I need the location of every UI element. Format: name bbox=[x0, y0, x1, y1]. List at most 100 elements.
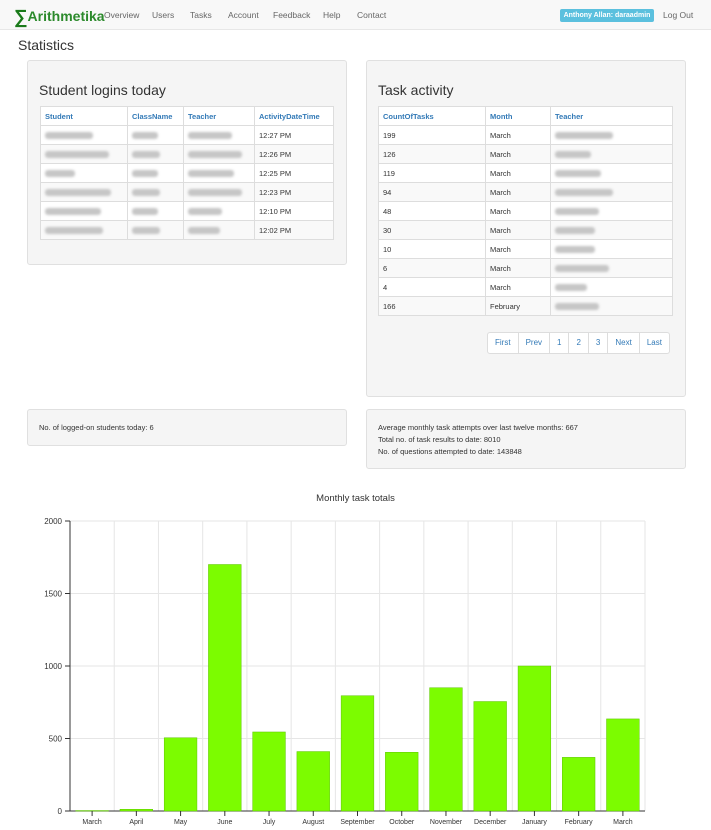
redacted-teacher-name bbox=[555, 170, 601, 178]
redacted-class-name bbox=[132, 227, 160, 235]
task-month: March bbox=[485, 277, 551, 297]
pager-first-button[interactable]: First bbox=[488, 333, 519, 353]
bar-june bbox=[208, 564, 242, 812]
x-tick-label: June bbox=[217, 819, 232, 826]
redacted-class-name bbox=[132, 208, 158, 216]
table-row: 10 March bbox=[378, 239, 673, 259]
activity-time: 12:23 PM bbox=[254, 182, 334, 202]
redacted-teacher-name bbox=[555, 284, 587, 292]
nav-link-users[interactable]: Users bbox=[152, 10, 175, 20]
pager-last-button[interactable]: Last bbox=[646, 338, 662, 347]
y-tick-label: 2000 bbox=[44, 517, 62, 526]
bar-january bbox=[517, 665, 552, 812]
x-tick-label: March bbox=[613, 819, 633, 826]
table-row: 48 March bbox=[378, 201, 673, 221]
activity-time: 12:26 PM bbox=[254, 144, 334, 164]
redacted-teacher-name bbox=[555, 189, 613, 197]
task-count: 30 bbox=[378, 220, 486, 240]
task-activity-table: CountOfTasks Month Teacher 199 March 126 M… bbox=[378, 106, 673, 316]
bar-may bbox=[163, 737, 198, 812]
logout-link[interactable]: Log Out bbox=[663, 10, 694, 20]
activity-time: 12:25 PM bbox=[254, 163, 334, 183]
pager-prev-button[interactable]: Prev bbox=[519, 333, 551, 353]
pager-next-button[interactable]: Next bbox=[608, 333, 640, 353]
bar-march bbox=[75, 810, 109, 812]
x-tick-label: April bbox=[129, 819, 143, 826]
brand-logo[interactable]: ∑Arithmetika bbox=[14, 5, 105, 28]
nav-link-feedback[interactable]: Feedback bbox=[273, 10, 311, 20]
task-month: March bbox=[485, 220, 551, 240]
redacted-student-name bbox=[45, 189, 111, 197]
column-header-teacher[interactable]: Teacher bbox=[550, 106, 673, 126]
task-month: March bbox=[485, 163, 551, 183]
table-row: 126 March bbox=[378, 144, 673, 164]
student-logins-table: Student ClassName Teacher ActivityDateTi… bbox=[40, 106, 334, 240]
redacted-teacher-name bbox=[188, 208, 222, 216]
redacted-teacher-name bbox=[555, 132, 613, 140]
brand-name: Arithmetika bbox=[27, 8, 105, 24]
task-month: February bbox=[485, 296, 551, 316]
column-header-classname[interactable]: ClassName bbox=[127, 106, 184, 126]
column-header-month[interactable]: Month bbox=[485, 106, 551, 126]
redacted-class-name bbox=[132, 170, 158, 178]
task-count: 119 bbox=[378, 163, 486, 183]
task-summary-panel: Average monthly task attempts over last … bbox=[366, 409, 686, 469]
pager-page-1-button[interactable]: 1 bbox=[550, 333, 570, 353]
redacted-class-name bbox=[132, 151, 160, 159]
redacted-teacher-name bbox=[188, 189, 242, 197]
redacted-student-name bbox=[45, 227, 103, 235]
monthly-task-totals-chart: 0 500 1000 1500 2000 March April May June July Aug… bbox=[44, 517, 646, 826]
table-row: 94 March bbox=[378, 182, 673, 202]
table-header-row: Student ClassName Teacher ActivityDateTi… bbox=[40, 106, 334, 126]
column-header-student[interactable]: Student bbox=[40, 106, 128, 126]
user-badge[interactable]: Anthony Allan: daraadmin bbox=[560, 9, 654, 22]
sigma-icon: ∑ bbox=[14, 7, 28, 28]
table-row: 199 March bbox=[378, 125, 673, 145]
redacted-student-name bbox=[45, 170, 75, 178]
x-tick-label: February bbox=[565, 819, 594, 826]
page-title: Statistics bbox=[18, 37, 75, 53]
redacted-teacher-name bbox=[188, 151, 242, 159]
logged-on-students-text: No. of logged-on students today: 6 bbox=[39, 423, 154, 432]
nav-link-tasks[interactable]: Tasks bbox=[190, 10, 212, 20]
column-header-teacher[interactable]: Teacher bbox=[183, 106, 255, 126]
task-count: 10 bbox=[378, 239, 486, 259]
pager-page-2-button[interactable]: 2 bbox=[569, 333, 589, 353]
bar-august bbox=[296, 751, 330, 812]
task-count: 199 bbox=[378, 125, 486, 145]
x-tick-label: December bbox=[474, 819, 507, 826]
total-task-results-text: Total no. of task results to date: 8010 bbox=[378, 435, 501, 444]
redacted-teacher-name bbox=[555, 303, 599, 311]
column-header-countoftasks[interactable]: CountOfTasks bbox=[378, 106, 486, 126]
pager-page-3-button[interactable]: 3 bbox=[589, 333, 609, 353]
redacted-student-name bbox=[45, 151, 109, 159]
task-month: March bbox=[485, 182, 551, 202]
task-count: 6 bbox=[378, 258, 486, 278]
task-count: 94 bbox=[378, 182, 486, 202]
nav-link-overview[interactable]: Overview bbox=[104, 10, 140, 20]
activity-time: 12:10 PM bbox=[254, 201, 334, 221]
column-header-activitydatetime[interactable]: ActivityDateTime bbox=[254, 106, 334, 126]
task-month: March bbox=[485, 258, 551, 278]
table-row: 119 March bbox=[378, 163, 673, 183]
nav-link-help[interactable]: Help bbox=[323, 10, 341, 20]
activity-time: 12:02 PM bbox=[254, 220, 334, 240]
bar-december bbox=[473, 701, 507, 812]
x-tick-label: September bbox=[340, 819, 375, 826]
table-row: 6 March bbox=[378, 258, 673, 278]
nav-link-account[interactable]: Account bbox=[228, 10, 259, 20]
x-tick-label: October bbox=[389, 819, 415, 826]
bar-march bbox=[606, 718, 640, 812]
task-count: 48 bbox=[378, 201, 486, 221]
task-month: March bbox=[485, 125, 551, 145]
redacted-student-name bbox=[45, 208, 101, 216]
table-row: 12:10 PM bbox=[40, 201, 334, 221]
questions-attempted-text: No. of questions attempted to date: 1438… bbox=[378, 447, 522, 456]
y-tick-label: 500 bbox=[49, 735, 63, 744]
nav-link-contact[interactable]: Contact bbox=[357, 10, 387, 20]
redacted-teacher-name bbox=[555, 151, 591, 159]
bar-september bbox=[340, 695, 375, 812]
table-row: 12:26 PM bbox=[40, 144, 334, 164]
redacted-student-name bbox=[45, 132, 93, 140]
table-row: 12:23 PM bbox=[40, 182, 334, 202]
